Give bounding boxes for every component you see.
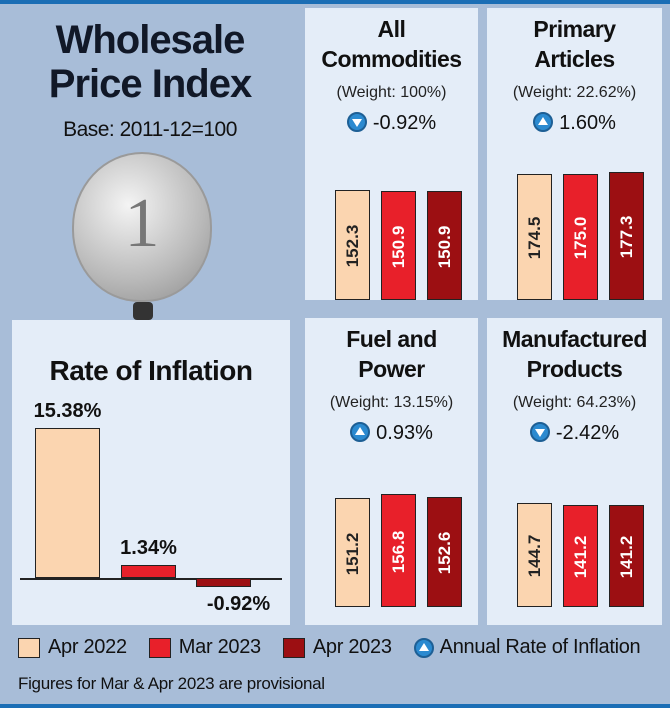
page-title: Wholesale Price Index: [48, 18, 252, 106]
bar-apr-2022: 151.2: [335, 498, 370, 607]
bar-value-label: 141.2: [616, 535, 636, 579]
inflation-value-label: -0.92%: [206, 592, 271, 615]
inflation-bar-apr-2022: [35, 428, 100, 578]
panel-fuel-and-power: Fuel and Power (Weight: 13.15%) 0.93% 151.…: [305, 318, 478, 625]
bar-apr-2023: 150.9: [427, 191, 462, 300]
inflation-value-label: 15.38%: [33, 400, 102, 422]
panel-title: Fuel and Power: [346, 326, 437, 382]
base-year: Base: 2011-12=100: [63, 118, 237, 141]
footnote: Figures for Mar & Apr 2023 are provision…: [18, 674, 325, 693]
coin-balloon-icon: 1: [72, 152, 212, 302]
legend-label: Annual Rate of Inflation: [439, 636, 641, 658]
bar-value-label: 152.6: [434, 531, 454, 575]
panel-title: Primary Articles: [533, 16, 616, 72]
bar-value-label: 175.0: [570, 216, 590, 260]
bar-value-label: 177.3: [616, 215, 636, 259]
up-arrow-icon: [413, 637, 434, 658]
bar-mar-2023: 175.0: [563, 174, 598, 300]
legend-swatch-mar2023: [148, 637, 171, 658]
bar-mar-2023: 141.2: [563, 505, 598, 607]
panel-all-commodities: All Commodities (Weight: 100%) -0.92% 152.…: [305, 8, 478, 300]
bar-apr-2022: 174.5: [517, 174, 552, 300]
bar-value-label: 152.3: [342, 224, 362, 268]
panel-manufactured-products: Manufactured Products (Weight: 64.23%) -2…: [487, 318, 662, 625]
bar-apr-2023: 177.3: [609, 172, 644, 300]
bar-value-label: 141.2: [570, 535, 590, 579]
bar-value-label: 150.9: [434, 225, 454, 268]
legend: Apr 2022 Mar 2023 Apr 2023 Annual Rate o…: [18, 636, 662, 659]
bar-value-label: 144.7: [524, 534, 544, 578]
top-border: [0, 0, 670, 4]
inflation-value-label: 1.34%: [120, 536, 177, 559]
bar-mar-2023: 150.9: [381, 191, 416, 300]
bar-apr-2022: 152.3: [335, 190, 370, 300]
inflation-bar-mar-2023: [121, 564, 176, 578]
legend-swatch-apr2023: [282, 637, 305, 658]
bar-apr-2022: 144.7: [517, 502, 552, 607]
change-label: -2.42%: [487, 422, 662, 445]
bar-value-label: 174.5: [524, 216, 544, 260]
panel-title: All Commodities: [321, 16, 462, 72]
bar-apr-2023: 152.6: [427, 497, 462, 607]
inflation-bar-apr-2023: [196, 578, 251, 587]
up-arrow-icon: [533, 112, 554, 132]
legend-label: Apr 2023: [312, 636, 392, 658]
legend-swatch-apr2022: [18, 637, 40, 658]
weight-label: (Weight: 13.15%): [329, 394, 454, 411]
bar-mar-2023: 156.8: [381, 494, 416, 607]
down-arrow-icon: [529, 422, 550, 442]
legend-label: Mar 2023: [178, 636, 261, 658]
bar-value-label: 150.9: [388, 225, 408, 268]
up-arrow-icon: [350, 422, 371, 442]
weight-label: (Weight: 100%): [336, 84, 447, 101]
legend-label: Apr 2022: [48, 636, 127, 658]
change-label: 1.60%: [487, 112, 662, 135]
change-label: -0.92%: [305, 112, 478, 135]
panel-primary-articles: Primary Articles (Weight: 22.62%) 1.60% 17…: [487, 8, 662, 300]
bottom-border: [0, 704, 670, 708]
down-arrow-icon: [346, 112, 367, 132]
panel-title: Manufactured Products: [502, 326, 647, 382]
bar-apr-2023: 141.2: [609, 505, 644, 607]
balloon-knot-icon: [133, 302, 153, 320]
bar-value-label: 151.2: [342, 532, 362, 575]
weight-label: (Weight: 22.62%): [512, 84, 637, 101]
bar-value-label: 156.8: [388, 530, 408, 573]
zero-axis: [20, 578, 282, 580]
change-label: 0.93%: [305, 422, 478, 445]
inflation-title: Rate of Inflation: [49, 355, 253, 386]
weight-label: (Weight: 64.23%): [512, 394, 637, 411]
